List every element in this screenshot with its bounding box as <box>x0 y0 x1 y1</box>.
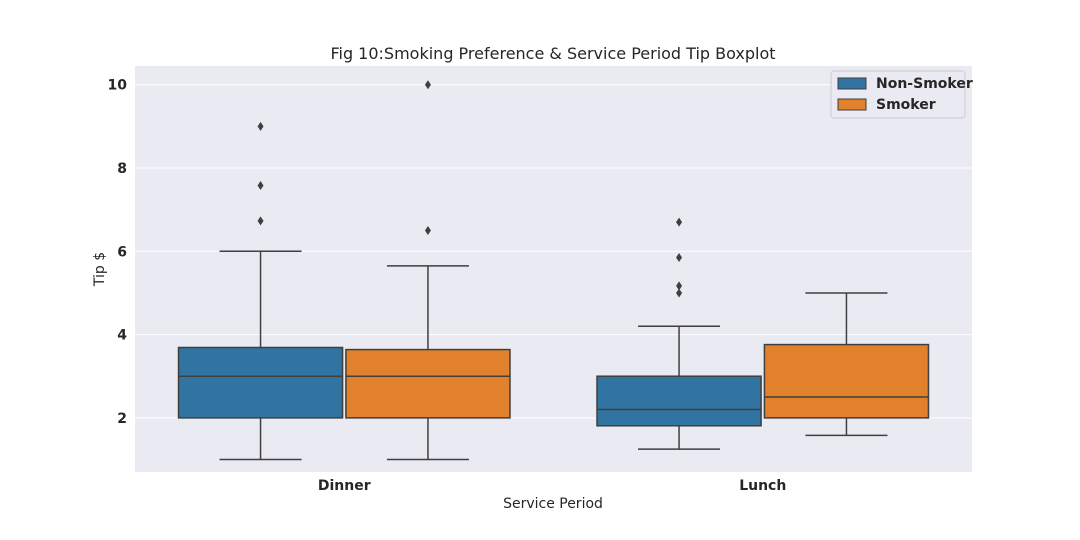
box-non-smoker-lunch <box>596 217 762 450</box>
y-tick-labels: 2 4 6 8 10 <box>108 78 128 427</box>
iqr-box <box>596 375 762 427</box>
y-tick-label: 4 <box>117 328 127 344</box>
iqr-box <box>177 346 344 419</box>
outlier-point <box>676 217 683 227</box>
outlier-point <box>676 253 683 263</box>
y-tick-label: 10 <box>108 78 128 94</box>
y-tick-label: 6 <box>117 244 127 260</box>
outlier-point <box>424 225 431 235</box>
box-smoker-dinner <box>345 80 511 461</box>
y-tick-label: 8 <box>117 161 127 177</box>
outlier-point <box>257 216 264 226</box>
y-axis-label: Tip $ <box>92 252 108 287</box>
legend-swatch-smoker <box>837 98 867 111</box>
iqr-box <box>345 348 511 419</box>
x-tick-labels: Dinner Lunch <box>318 478 786 494</box>
box-groups <box>177 80 930 461</box>
outlier-point <box>257 181 264 191</box>
outlier-point <box>257 121 264 131</box>
outlier-point <box>676 288 683 298</box>
chart-title: Fig 10:Smoking Preference & Service Peri… <box>330 44 775 63</box>
iqr-box <box>763 343 930 419</box>
y-tick-label: 2 <box>117 411 127 427</box>
legend-label-smoker: Smoker <box>876 97 936 113</box>
outlier-point <box>676 281 683 291</box>
x-tick-label: Dinner <box>318 478 371 494</box>
x-tick-label: Lunch <box>739 478 786 494</box>
box-non-smoker-dinner <box>177 121 344 461</box>
legend-label-non-smoker: Non-Smoker <box>876 76 973 92</box>
box-smoker-lunch <box>763 292 930 437</box>
outlier-point <box>424 80 431 90</box>
x-axis-label: Service Period <box>503 496 603 512</box>
legend: Non-Smoker Smoker <box>830 70 973 119</box>
legend-swatch-non-smoker <box>837 77 867 90</box>
